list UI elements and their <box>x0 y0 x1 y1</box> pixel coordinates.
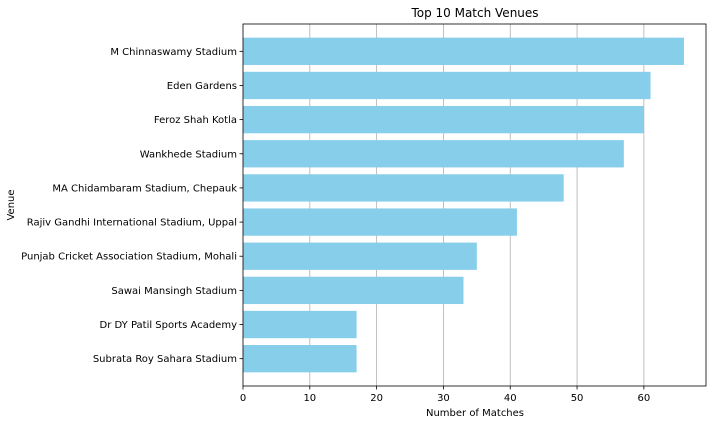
bar <box>243 140 624 168</box>
bar <box>243 105 644 134</box>
y-tick-label: Wankhede Stadium <box>140 149 237 160</box>
bar <box>243 310 357 339</box>
x-tick-label: 30 <box>437 393 450 404</box>
y-tick-label: MA Chidambaram Stadium, Chepauk <box>52 183 237 194</box>
x-ticks: 0 10 20 30 40 50 60 <box>240 386 650 404</box>
x-tick-label: 10 <box>303 393 316 404</box>
bar <box>243 242 477 270</box>
y-tick-label: M Chinnaswamy Stadium <box>110 47 237 58</box>
bar <box>243 345 357 373</box>
y-tick-label: Punjab Cricket Association Stadium, Moha… <box>21 252 237 263</box>
axes-layer <box>242 23 707 387</box>
bar <box>243 208 517 236</box>
plot-frame <box>242 23 707 387</box>
x-tick-label: 40 <box>504 393 517 404</box>
y-tick-label: Subrata Roy Sahara Stadium <box>93 354 237 365</box>
bar <box>243 37 684 65</box>
y-ticks: M Chinnaswamy Stadium Eden Gardens Feroz S… <box>21 47 243 365</box>
bar <box>243 174 564 202</box>
y-tick-label: Sawai Mansingh Stadium <box>111 286 237 297</box>
x-tick-label: 50 <box>571 393 584 404</box>
y-tick-label: Rajiv Gandhi International Stadium, Uppa… <box>27 218 237 229</box>
x-axis-label: Number of Matches <box>426 408 524 419</box>
y-axis-label: Venue <box>6 189 17 220</box>
y-tick-label: Feroz Shah Kotla <box>154 115 237 126</box>
y-tick-label: Eden Gardens <box>167 81 237 92</box>
bar <box>243 276 464 305</box>
bar <box>243 71 651 100</box>
chart-title: Top 10 Match Venues <box>410 6 538 20</box>
y-tick-label: Dr DY Patil Sports Academy <box>100 320 238 331</box>
x-tick-label: 60 <box>637 393 650 404</box>
x-tick-label: 0 <box>240 393 246 404</box>
bars-layer <box>243 37 684 373</box>
x-tick-label: 20 <box>370 393 383 404</box>
